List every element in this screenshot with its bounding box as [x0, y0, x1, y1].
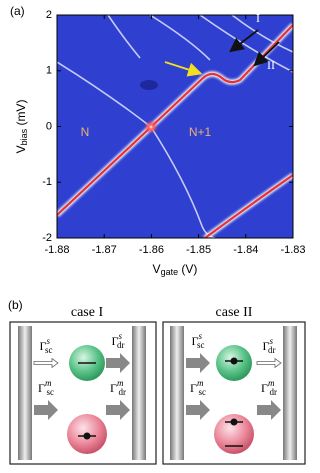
- label-part: V: [14, 145, 28, 153]
- rate-sup: m: [117, 378, 124, 388]
- rate-arrow: [34, 400, 58, 420]
- rate-symbol: Γ: [112, 334, 119, 348]
- annotation: N: [81, 125, 90, 139]
- rate-label: Γs sc: [192, 331, 205, 350]
- annotation: II: [267, 58, 275, 72]
- arrow: [164, 61, 203, 77]
- electron: [230, 357, 238, 365]
- rate-symbol: Γ: [38, 381, 45, 395]
- rate-sup: m: [197, 378, 204, 388]
- rate-sup: s: [118, 331, 122, 341]
- rate-symbol: Γ: [190, 381, 197, 395]
- rate-sup: s: [198, 331, 202, 341]
- rate-sub: sc: [197, 340, 205, 350]
- rate-sup: m: [45, 378, 52, 388]
- panel-label: (a): [10, 4, 25, 18]
- rate-sub: dr: [268, 345, 276, 355]
- rate-arrow: [186, 400, 210, 420]
- rate-sub: dr: [269, 387, 277, 397]
- rate-symbol: Γ: [263, 339, 270, 353]
- electron: [83, 432, 91, 440]
- x-tick-label: -1.83: [280, 244, 305, 256]
- x-tick-label: -1.84: [233, 244, 258, 256]
- x-tick-label: -1.86: [139, 244, 164, 256]
- rate-symbol: Γ: [110, 381, 117, 395]
- y-tick-label: 2: [46, 9, 52, 21]
- rate-arrow: [106, 353, 130, 373]
- electron: [230, 418, 238, 426]
- rate-arrow: [186, 353, 210, 373]
- rate-sup: m: [268, 378, 275, 388]
- y-tick-label: -2: [42, 232, 52, 244]
- rate-arrow: [257, 400, 281, 420]
- label-part: bias: [19, 128, 29, 145]
- rate-label: Γm dr: [261, 378, 277, 397]
- x-tick-label: -1.88: [44, 244, 69, 256]
- x-tick-label: -1.85: [186, 244, 211, 256]
- rate-label: Γs dr: [112, 331, 125, 350]
- annotation: I: [256, 11, 260, 25]
- label-part: gate: [161, 267, 179, 277]
- sphere: [214, 414, 254, 454]
- case-art: [33, 345, 282, 454]
- rate-symbol: Γ: [192, 334, 199, 348]
- x-tick-label: -1.87: [92, 244, 117, 256]
- rate-label: Γs sc: [40, 336, 53, 355]
- rate-sub: dr: [118, 387, 126, 397]
- rate-sup: s: [269, 336, 273, 346]
- annotation: N+1: [189, 125, 212, 139]
- panel-label: (b): [8, 298, 23, 312]
- y-tick-label: 1: [46, 65, 52, 77]
- rate-arrow: [106, 400, 130, 420]
- label-part: (V): [178, 262, 197, 276]
- rate-label: Γm sc: [38, 378, 54, 397]
- rate-sub: dr: [117, 340, 125, 350]
- y-tick-label: -1: [42, 176, 52, 188]
- arrow: [229, 29, 259, 53]
- colormap: [57, 15, 293, 238]
- rate-symbol: Γ: [40, 339, 47, 353]
- rate-label: Γs dr: [263, 336, 276, 355]
- x-axis-label: Vgate (V): [153, 262, 198, 277]
- rate-arrow: [256, 357, 282, 369]
- y-tick-label: 0: [46, 120, 52, 132]
- case-title: case I: [71, 305, 104, 320]
- label-part: V: [153, 262, 161, 276]
- rate-label: Γm sc: [190, 378, 206, 397]
- rate-arrow: [33, 357, 59, 369]
- rate-sub: sc: [46, 387, 54, 397]
- case-title: case II: [216, 305, 253, 320]
- rate-symbol: Γ: [261, 381, 268, 395]
- label-part: (mV): [14, 100, 28, 129]
- rate-sub: sc: [45, 345, 53, 355]
- rate-sup: s: [46, 336, 50, 346]
- y-axis-label: Vbias (mV): [14, 100, 29, 154]
- rate-sub: sc: [198, 387, 206, 397]
- rate-label: Γm dr: [110, 378, 126, 397]
- arrow: [253, 41, 280, 67]
